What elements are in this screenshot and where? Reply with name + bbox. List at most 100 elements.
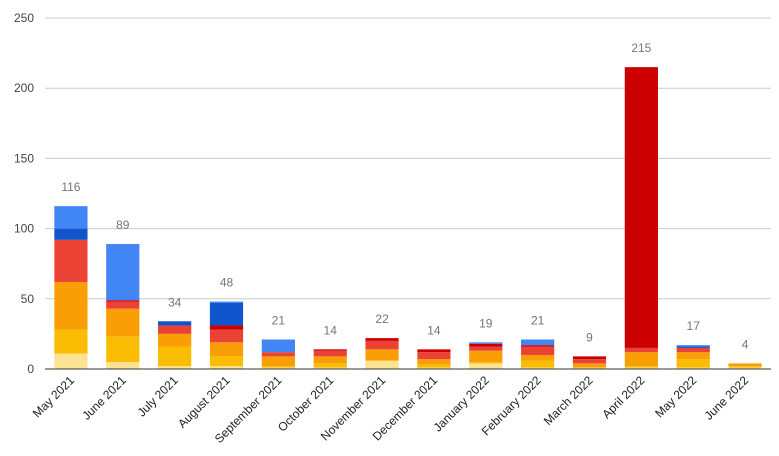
bar-segment bbox=[158, 366, 192, 369]
bar-segment bbox=[469, 363, 503, 369]
bar-segment bbox=[521, 345, 555, 347]
bar-segment bbox=[365, 349, 399, 361]
total-label: 4 bbox=[742, 337, 749, 351]
bar-segment bbox=[728, 363, 762, 367]
bar-segment bbox=[676, 345, 710, 347]
bars bbox=[54, 67, 762, 369]
bar-segment bbox=[624, 367, 658, 369]
bar-segment bbox=[261, 367, 295, 369]
total-label: 89 bbox=[116, 218, 130, 232]
bar-segment bbox=[572, 356, 607, 360]
bar-segment bbox=[209, 303, 244, 326]
bar-segment bbox=[158, 333, 192, 347]
bar-segment bbox=[417, 359, 451, 365]
total-label: 14 bbox=[324, 323, 338, 337]
bar-segment bbox=[209, 329, 244, 343]
bar-segment bbox=[728, 367, 762, 369]
total-label: 22 bbox=[375, 312, 389, 326]
bar-segment bbox=[209, 301, 244, 304]
bar-segment bbox=[572, 363, 607, 368]
total-label: 9 bbox=[586, 330, 593, 344]
x-tick-label: July 2021 bbox=[135, 373, 181, 419]
total-label: 21 bbox=[272, 314, 286, 328]
bar-segment bbox=[209, 342, 244, 357]
bar-segment bbox=[521, 354, 555, 361]
x-tick-label: April 2022 bbox=[599, 373, 647, 421]
bar-segment bbox=[106, 244, 140, 301]
total-label: 19 bbox=[479, 316, 493, 330]
x-tick-label: June 2022 bbox=[702, 373, 752, 423]
bar-segment bbox=[521, 339, 555, 346]
bar-segment bbox=[261, 366, 295, 368]
bar-segment bbox=[676, 359, 710, 368]
bar-segment bbox=[106, 301, 140, 309]
bar-segment bbox=[521, 360, 555, 368]
bar-segment bbox=[313, 356, 347, 364]
bar-segment bbox=[261, 339, 295, 353]
x-tick-label: June 2021 bbox=[79, 373, 129, 423]
bar-segment bbox=[728, 366, 762, 368]
x-tick-label: May 2022 bbox=[652, 373, 699, 420]
bar-segment bbox=[54, 228, 88, 240]
bar-segment bbox=[417, 367, 451, 369]
bar-segment bbox=[313, 363, 347, 368]
bar-segment bbox=[365, 360, 399, 369]
bar-segment bbox=[624, 67, 658, 348]
bar-segment bbox=[106, 361, 140, 369]
bar-segment bbox=[572, 359, 607, 364]
y-tick-label: 100 bbox=[14, 222, 34, 236]
bar-segment bbox=[417, 364, 451, 368]
bar-segment bbox=[209, 366, 244, 369]
bar-segment bbox=[54, 353, 88, 369]
bar-segment bbox=[624, 366, 658, 368]
bar-segment bbox=[572, 367, 607, 369]
bar-segment bbox=[209, 356, 244, 367]
bar-segment bbox=[106, 308, 140, 337]
bar-segment bbox=[54, 281, 88, 330]
y-tick-label: 250 bbox=[14, 11, 34, 25]
bar-segment bbox=[54, 239, 88, 282]
bar-segment bbox=[417, 349, 451, 353]
bar-segment bbox=[313, 349, 347, 351]
bar-segment bbox=[106, 300, 140, 302]
total-label: 21 bbox=[531, 314, 545, 328]
bar-segment bbox=[261, 352, 295, 357]
x-tick-label: August 2021 bbox=[175, 373, 233, 431]
bar-segment bbox=[521, 367, 555, 369]
bar-segment bbox=[417, 352, 451, 360]
y-tick-label: 200 bbox=[14, 81, 34, 95]
y-tick-label: 150 bbox=[14, 151, 34, 165]
gridlines bbox=[45, 17, 771, 300]
bar-segment bbox=[469, 343, 503, 347]
total-label: 14 bbox=[427, 323, 441, 337]
total-label: 215 bbox=[631, 41, 651, 55]
bar-segment bbox=[469, 350, 503, 362]
total-labels: 116 89 34 48 21 14 22 14 19 21 9 215 17 4 bbox=[61, 41, 748, 351]
bar-segment bbox=[158, 325, 192, 334]
x-tick-label: May 2021 bbox=[30, 373, 77, 420]
bar-segment bbox=[365, 340, 399, 350]
bar-segment bbox=[158, 346, 192, 367]
bar-segment bbox=[676, 346, 710, 348]
y-axis-ticks: 0 50 100 150 200 250 bbox=[14, 11, 34, 376]
bar-segment bbox=[469, 342, 503, 344]
bar-segment bbox=[624, 347, 658, 353]
total-label: 34 bbox=[168, 295, 182, 309]
total-label: 116 bbox=[61, 180, 80, 194]
total-label: 17 bbox=[687, 319, 701, 333]
bar-segment bbox=[261, 356, 295, 367]
bar-segment bbox=[676, 367, 710, 369]
bar-segment bbox=[54, 206, 88, 229]
bar-segment bbox=[521, 346, 555, 355]
total-label: 48 bbox=[220, 276, 234, 290]
bar-segment bbox=[106, 336, 140, 362]
y-tick-label: 0 bbox=[27, 362, 34, 376]
bar-segment bbox=[624, 352, 658, 367]
bar-segment bbox=[469, 346, 503, 351]
bar-segment bbox=[158, 321, 192, 326]
y-tick-label: 50 bbox=[21, 292, 35, 306]
x-tick-label: March 2022 bbox=[541, 373, 596, 428]
bar-segment bbox=[469, 361, 503, 364]
bar-segment bbox=[313, 350, 347, 357]
